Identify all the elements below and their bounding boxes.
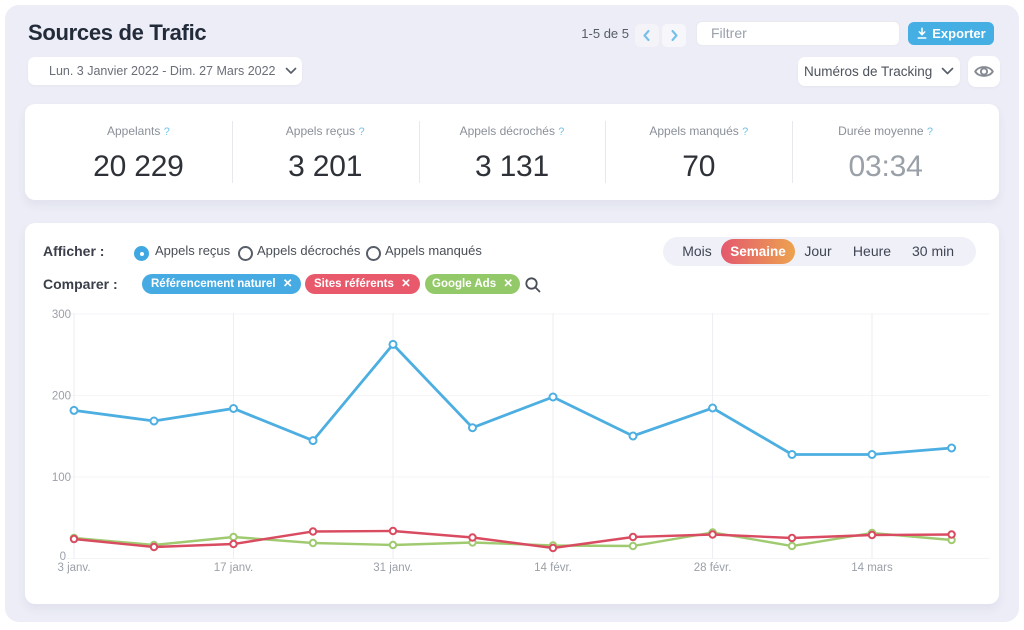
svg-text:17 janv.: 17 janv. xyxy=(214,562,253,574)
svg-text:100: 100 xyxy=(52,472,71,484)
svg-text:28 févr.: 28 févr. xyxy=(694,562,732,574)
svg-text:3 janv.: 3 janv. xyxy=(57,562,90,574)
svg-text:31 janv.: 31 janv. xyxy=(373,562,412,574)
svg-text:14 mars: 14 mars xyxy=(851,562,893,574)
svg-text:200: 200 xyxy=(52,391,71,403)
svg-text:14 févr.: 14 févr. xyxy=(534,562,572,574)
svg-text:0: 0 xyxy=(60,551,66,563)
svg-text:300: 300 xyxy=(52,309,71,321)
